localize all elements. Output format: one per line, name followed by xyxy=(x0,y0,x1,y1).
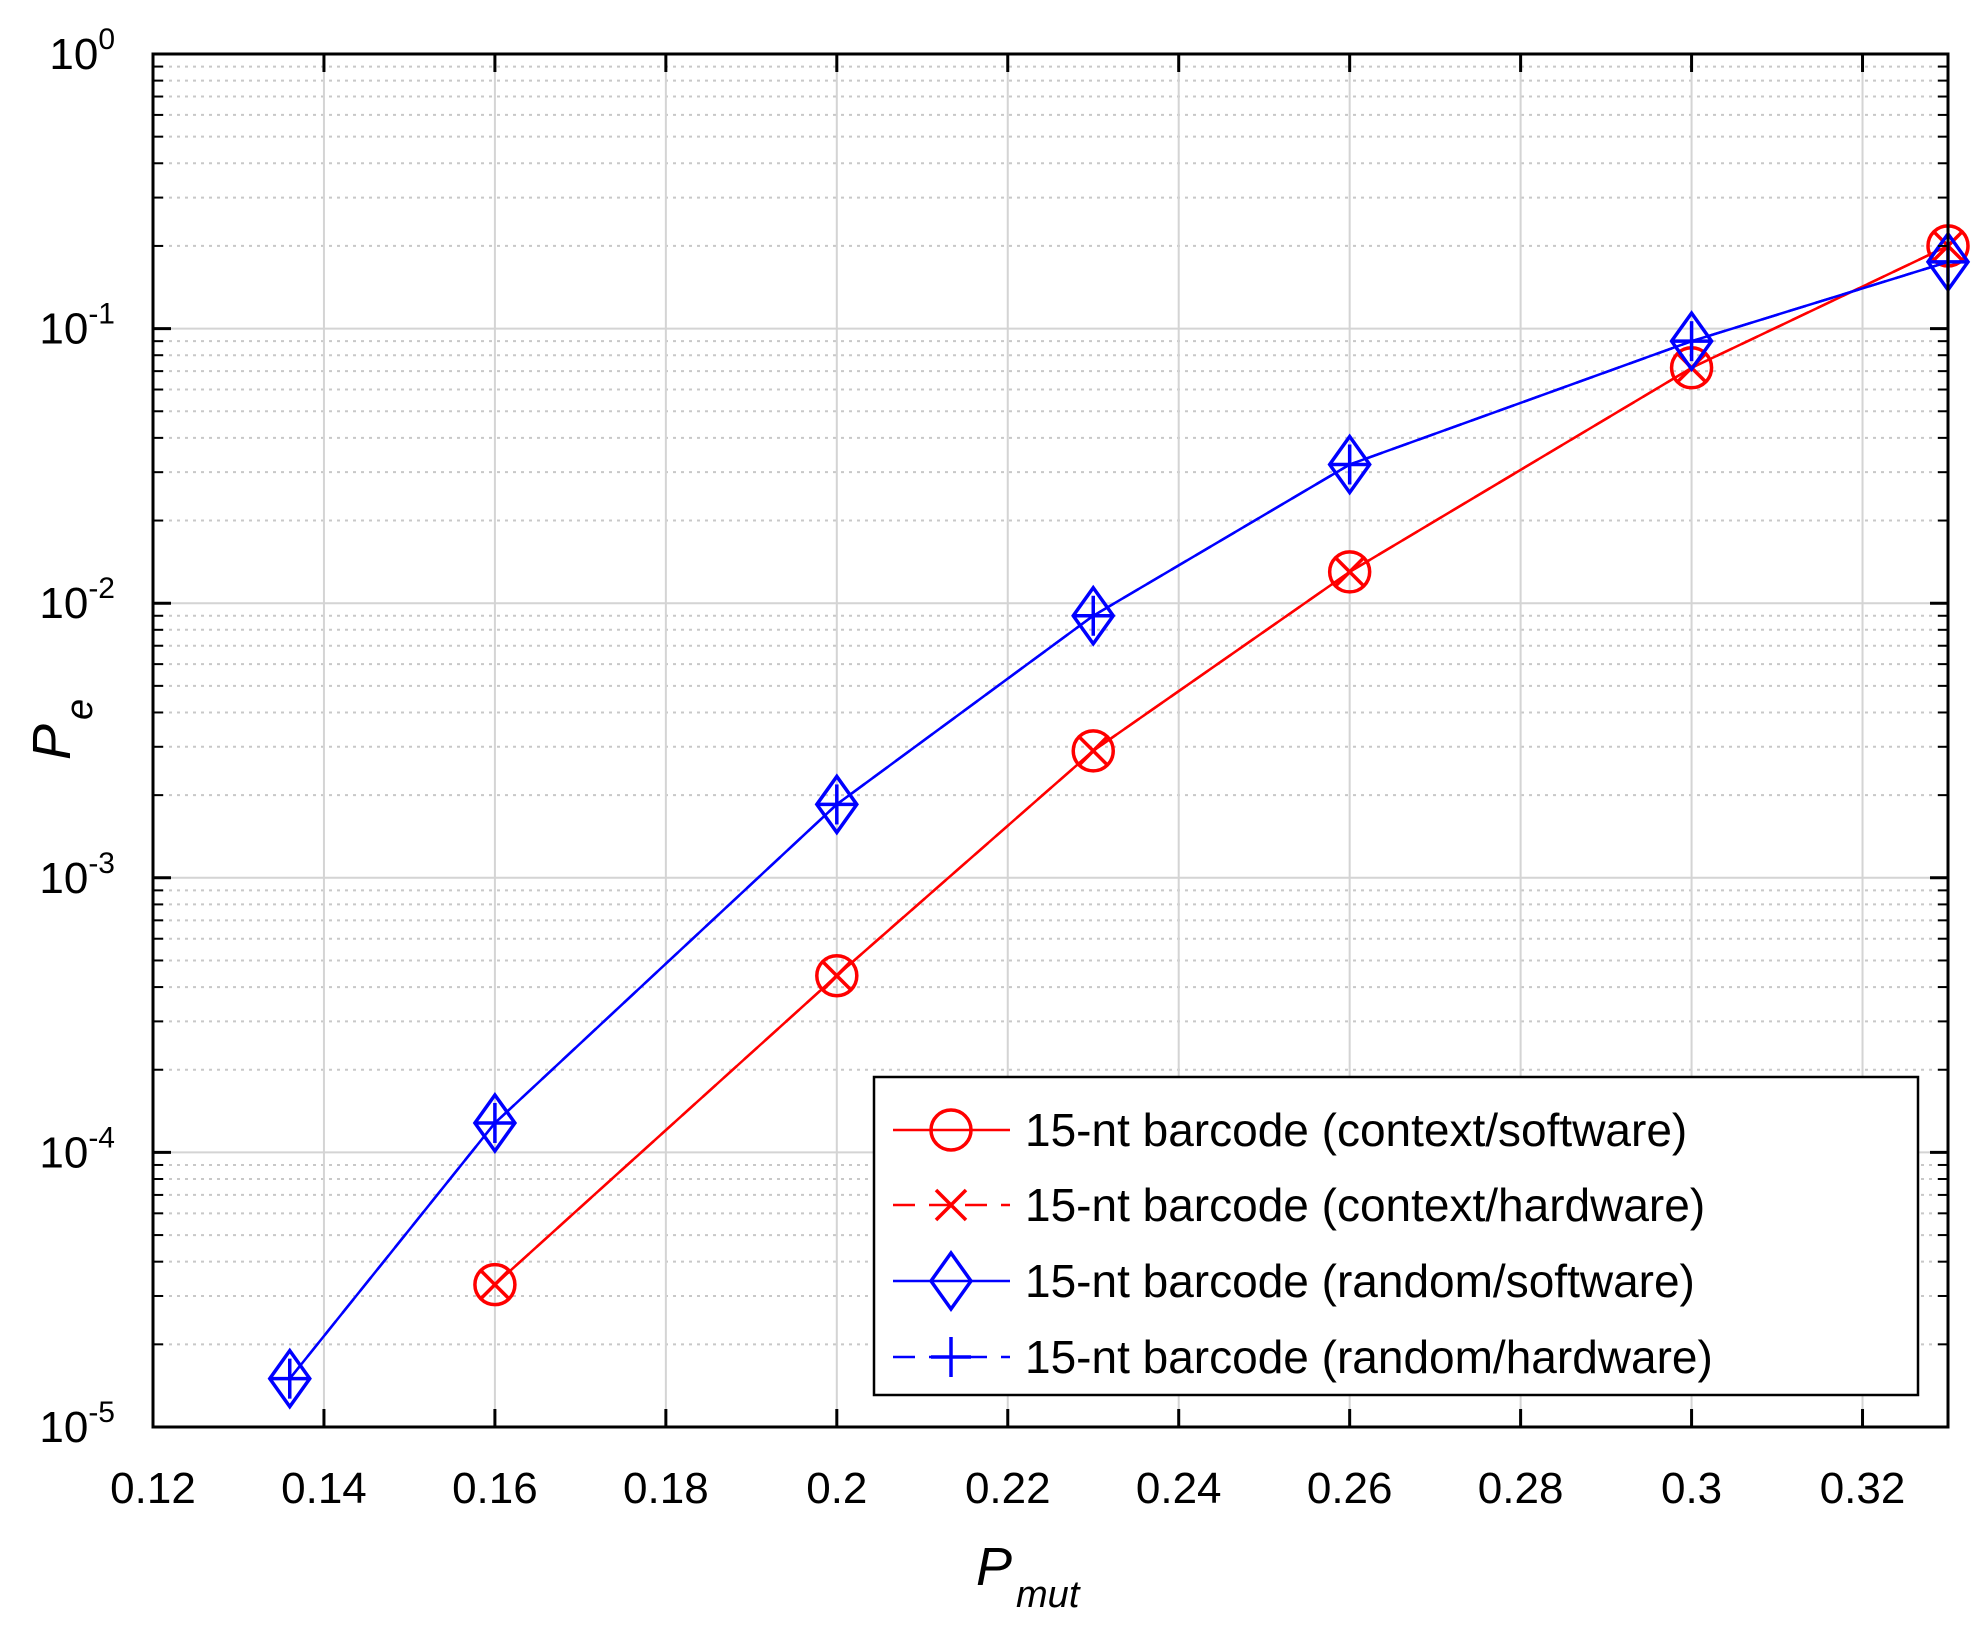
legend-box xyxy=(872,1075,1920,1397)
series-3-point xyxy=(269,1358,310,1399)
y-tick-label: 10-2 xyxy=(39,572,115,628)
y-tick-label-exponent: -4 xyxy=(88,1121,115,1154)
y-tick-label: 100 xyxy=(49,23,115,79)
legend-marker-3 xyxy=(931,1337,971,1377)
legend-label-2: 15-nt barcode (random/software) xyxy=(1025,1255,1695,1307)
series-2-point xyxy=(1327,433,1372,496)
x-tick-label: 0.32 xyxy=(1820,1464,1906,1513)
y-tick-label-exponent: -1 xyxy=(88,298,115,331)
x-tick-label: 0.3 xyxy=(1661,1464,1722,1513)
series-2-point xyxy=(267,1347,312,1410)
series-1-point xyxy=(1333,555,1366,589)
series-0-point xyxy=(1071,729,1115,773)
y-tick-label-base: 10 xyxy=(39,1128,88,1177)
y-tick-label-base: 10 xyxy=(49,30,98,79)
y-tick-label-base: 10 xyxy=(39,854,88,903)
legend-marker-1 xyxy=(934,1188,968,1222)
series-1-point xyxy=(478,1268,512,1301)
y-tick-label: 10-1 xyxy=(39,298,115,354)
legend-label-3: 15-nt barcode (random/hardware) xyxy=(1025,1331,1713,1383)
x-tick-label: 0.26 xyxy=(1307,1464,1393,1513)
y-tick-label-exponent: -5 xyxy=(88,1396,115,1429)
series-3-point xyxy=(1329,444,1370,485)
y-tick-label-exponent: -3 xyxy=(88,847,115,880)
legend-label-0: 15-nt barcode (context/software) xyxy=(1025,1104,1687,1156)
x-tick-label: 0.24 xyxy=(1136,1464,1222,1513)
y-tick-label: 10-3 xyxy=(39,847,115,903)
x-tick-label: 0.22 xyxy=(965,1464,1051,1513)
y-axis-label-main: P xyxy=(22,724,82,760)
y-tick-label-base: 10 xyxy=(39,1403,88,1452)
x-tick-label: 0.18 xyxy=(623,1464,709,1513)
y-axis-label-group: Pe xyxy=(22,699,101,760)
series-layer xyxy=(267,224,1971,1410)
x-tick-label: 0.2 xyxy=(806,1464,867,1513)
y-tick-label-base: 10 xyxy=(39,579,88,628)
series-2-point xyxy=(472,1091,518,1154)
x-tick-label: 0.16 xyxy=(452,1464,538,1513)
y-tick-label-exponent: -2 xyxy=(88,572,115,605)
series-0-point xyxy=(473,1262,517,1307)
series-3-point xyxy=(1073,595,1114,636)
series-1-point xyxy=(1077,734,1110,768)
series-0-point xyxy=(1327,550,1372,594)
y-axis-label-sub: e xyxy=(59,699,101,720)
y-axis-label: Pe xyxy=(22,699,101,760)
x-axis-label-main: P xyxy=(976,1537,1012,1597)
series-2-point xyxy=(1669,310,1714,373)
series-3-point xyxy=(816,784,857,825)
y-tick-label-exponent: 0 xyxy=(98,23,115,56)
series-2-point xyxy=(1071,584,1116,647)
x-tick-label: 0.14 xyxy=(281,1464,367,1513)
y-tick-label: 10-5 xyxy=(39,1396,115,1452)
series-2-point xyxy=(814,773,859,836)
legend-marker-0 xyxy=(929,1108,973,1152)
legend-symbols xyxy=(893,1108,1010,1377)
series-3-point xyxy=(1671,321,1712,362)
series-1-point xyxy=(820,959,854,992)
series-line-1 xyxy=(494,244,1949,1286)
legend: 15-nt barcode (context/software) 15-nt b… xyxy=(872,1075,1920,1397)
x-tick-label: 0.28 xyxy=(1478,1464,1564,1513)
y-tick-label-base: 10 xyxy=(39,305,88,354)
series-3-point xyxy=(474,1102,515,1143)
plot-frame xyxy=(151,52,1950,1429)
legend-label-1: 15-nt barcode (context/hardware) xyxy=(1025,1179,1705,1231)
legend-marker-2 xyxy=(928,1249,974,1313)
x-axis-label-sub: mut xyxy=(1016,1574,1081,1616)
x-tick-label: 0.12 xyxy=(110,1464,196,1513)
ticks xyxy=(151,52,1948,1429)
series-0-point xyxy=(815,953,859,998)
y-tick-label: 10-4 xyxy=(39,1121,115,1177)
